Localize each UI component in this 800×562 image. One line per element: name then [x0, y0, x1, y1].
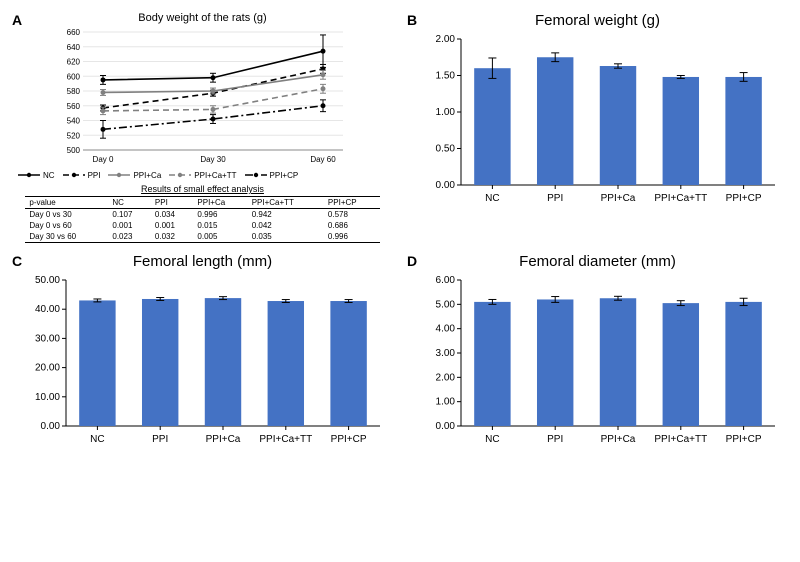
- svg-text:PPI+CP: PPI+CP: [725, 193, 761, 204]
- panel-a-legend: NC PPI PPI+Ca PPI+Ca+TT PPI+CP: [18, 170, 395, 180]
- panel-c: C Femoral length (mm) 0.00 10.00 20.00 30.0…: [10, 251, 395, 454]
- svg-text:620: 620: [66, 58, 80, 67]
- legend-label: PPI+CP: [270, 171, 299, 180]
- svg-text:4.00: 4.00: [435, 324, 455, 335]
- svg-text:520: 520: [66, 131, 80, 140]
- svg-text:PPI+Ca+TT: PPI+Ca+TT: [259, 434, 312, 445]
- svg-text:640: 640: [66, 43, 80, 52]
- svg-text:0.50: 0.50: [435, 144, 455, 155]
- svg-text:30.00: 30.00: [34, 333, 59, 344]
- svg-text:5.00: 5.00: [435, 299, 455, 310]
- svg-text:560: 560: [66, 102, 80, 111]
- svg-text:660: 660: [66, 28, 80, 37]
- svg-text:600: 600: [66, 72, 80, 81]
- panel-a: A Body weight of the rats (g) 5005205405…: [10, 10, 395, 243]
- table-header: p-value: [25, 197, 108, 209]
- svg-text:PPI+Ca: PPI+Ca: [600, 193, 635, 204]
- figure-grid: A Body weight of the rats (g) 5005205405…: [10, 10, 790, 454]
- legend-label: PPI: [88, 171, 101, 180]
- svg-text:1.50: 1.50: [435, 71, 455, 82]
- legend-label: NC: [43, 171, 55, 180]
- svg-text:NC: NC: [485, 434, 499, 445]
- svg-text:3.00: 3.00: [435, 348, 455, 359]
- panel-a-title: Body weight of the rats (g): [10, 12, 395, 24]
- table-row: Day 0 vs 300.1070.0340.9960.9420.578: [25, 209, 379, 221]
- svg-text:PPI+Ca: PPI+Ca: [600, 434, 635, 445]
- legend-label: PPI+Ca: [133, 171, 161, 180]
- panel-d-label: D: [407, 253, 417, 269]
- table-row: Day 0 vs 600.0010.0010.0150.0420.686: [25, 220, 379, 231]
- svg-text:Day 0: Day 0: [92, 155, 113, 164]
- panel-c-chart: 0.00 10.00 20.00 30.00 40.00 50.00 NC PPI PPI+Ca…: [18, 274, 388, 454]
- legend-item: PPI+CP: [245, 170, 299, 180]
- panel-a-table: p-valueNCPPIPPI+CaPPI+Ca+TTPPI+CPDay 0 v…: [25, 196, 379, 243]
- svg-text:2.00: 2.00: [435, 372, 455, 383]
- legend-label: PPI+Ca+TT: [194, 171, 236, 180]
- svg-text:0.00: 0.00: [40, 421, 60, 432]
- legend-item: NC: [18, 170, 55, 180]
- svg-text:Day 60: Day 60: [310, 155, 336, 164]
- panel-a-label: A: [12, 12, 22, 28]
- svg-text:1.00: 1.00: [435, 397, 455, 408]
- table-header: NC: [108, 197, 151, 209]
- panel-d-title: Femoral diameter (mm): [405, 253, 790, 270]
- svg-text:PPI+CP: PPI+CP: [330, 434, 366, 445]
- svg-text:540: 540: [66, 117, 80, 126]
- table-header: PPI+Ca+TT: [248, 197, 324, 209]
- legend-item: PPI+Ca: [108, 170, 161, 180]
- legend-item: PPI+Ca+TT: [169, 170, 236, 180]
- table-header: PPI: [151, 197, 194, 209]
- svg-text:PPI+Ca+TT: PPI+Ca+TT: [654, 434, 707, 445]
- svg-text:PPI: PPI: [152, 434, 168, 445]
- table-header: PPI+CP: [324, 197, 380, 209]
- table-row: Day 30 vs 600.0230.0320.0050.0350.996: [25, 231, 379, 243]
- panel-b-label: B: [407, 12, 417, 28]
- svg-text:PPI+CP: PPI+CP: [725, 434, 761, 445]
- svg-text:PPI: PPI: [547, 434, 563, 445]
- panel-b-title: Femoral weight (g): [405, 12, 790, 29]
- svg-text:Day 30: Day 30: [200, 155, 226, 164]
- legend-item: PPI: [63, 170, 101, 180]
- panel-d: D Femoral diameter (mm) 0.00 1.00 2.00 3.00…: [405, 251, 790, 454]
- svg-text:50.00: 50.00: [34, 275, 59, 286]
- svg-text:1.00: 1.00: [435, 107, 455, 118]
- table-header: PPI+Ca: [193, 197, 247, 209]
- panel-c-title: Femoral length (mm): [10, 253, 395, 270]
- svg-text:40.00: 40.00: [34, 304, 59, 315]
- panel-c-label: C: [12, 253, 22, 269]
- panel-b-chart: 0.00 0.50 1.00 1.50 2.00 NC PPI PPI+Ca PPI+Ca+TT…: [413, 33, 783, 213]
- svg-text:2.00: 2.00: [435, 34, 455, 45]
- svg-text:20.00: 20.00: [34, 363, 59, 374]
- svg-text:NC: NC: [90, 434, 104, 445]
- svg-text:0.00: 0.00: [435, 421, 455, 432]
- svg-text:PPI+Ca+TT: PPI+Ca+TT: [654, 193, 707, 204]
- svg-text:500: 500: [66, 146, 80, 155]
- svg-text:6.00: 6.00: [435, 275, 455, 286]
- svg-text:PPI: PPI: [547, 193, 563, 204]
- svg-text:NC: NC: [485, 193, 499, 204]
- svg-text:PPI+Ca: PPI+Ca: [205, 434, 240, 445]
- panel-b: B Femoral weight (g) 0.00 0.50 1.00 1.50 2.0…: [405, 10, 790, 243]
- panel-a-chart: 500 520 540 560 580 600 620 640 660 Day 0 Day 30 Da…: [53, 28, 353, 168]
- panel-a-table-caption: Results of small effect analysis: [10, 184, 395, 194]
- panel-d-chart: 0.00 1.00 2.00 3.00 4.00 5.00 6.00 NC PPI PPI+Ca P…: [413, 274, 783, 454]
- svg-text:10.00: 10.00: [34, 392, 59, 403]
- svg-text:0.00: 0.00: [435, 180, 455, 191]
- svg-text:580: 580: [66, 87, 80, 96]
